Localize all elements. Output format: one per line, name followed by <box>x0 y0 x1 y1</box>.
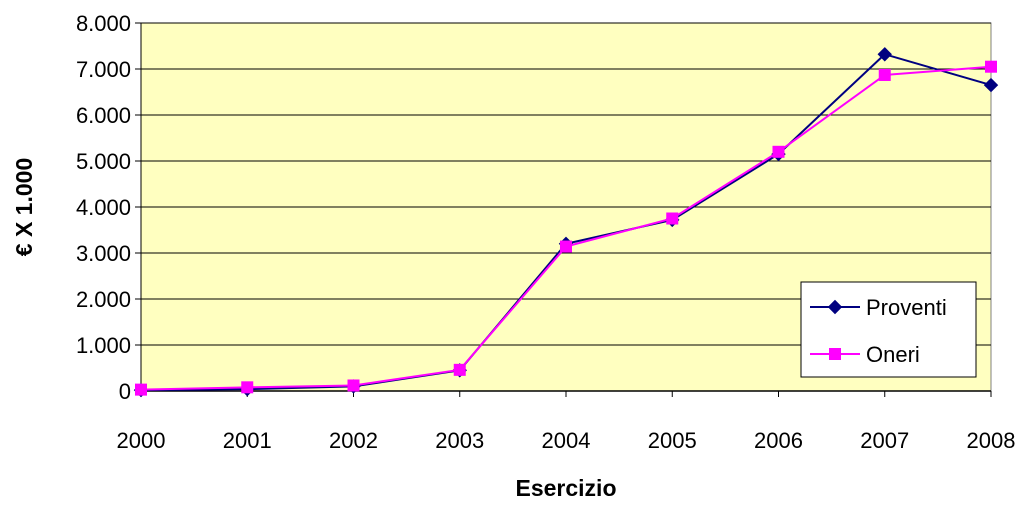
y-tick-label: 2.000 <box>76 287 131 312</box>
x-tick-label: 2003 <box>435 428 484 453</box>
x-axis-ticks: 2000 2001 2002 2003 2004 2005 2006 2007 2008 <box>117 390 1016 453</box>
y-tick-label: 0 <box>119 379 131 404</box>
data-point <box>241 381 254 394</box>
legend-marker <box>829 348 841 360</box>
y-tick-label: 1.000 <box>76 333 131 358</box>
x-tick-label: 2001 <box>223 428 272 453</box>
legend-box <box>800 281 977 378</box>
data-point <box>347 379 360 392</box>
y-tick-label: 8.000 <box>76 11 131 36</box>
y-tick-label: 7.000 <box>76 57 131 82</box>
x-tick-label: 2008 <box>967 428 1016 453</box>
data-point <box>772 145 785 158</box>
data-point <box>983 77 999 93</box>
data-point <box>878 68 891 81</box>
y-tick-label: 5.000 <box>76 149 131 174</box>
x-tick-label: 2002 <box>329 428 378 453</box>
data-point <box>985 60 997 73</box>
data-point <box>135 383 147 396</box>
legend-marker <box>827 299 843 315</box>
data-point <box>453 363 466 376</box>
x-tick-label: 2006 <box>754 428 803 453</box>
legend-label: Oneri <box>866 342 920 367</box>
x-tick-label: 2000 <box>117 428 166 453</box>
data-point <box>560 240 572 253</box>
legend: Proventi Oneri <box>800 281 977 378</box>
series-oneri <box>135 60 997 396</box>
y-axis-ticks: 0 1.000 2.000 3.000 4.000 5.000 6.000 7.000 8.00… <box>76 11 142 404</box>
y-axis-title: € X 1.000 <box>11 158 37 256</box>
y-tick-label: 4.000 <box>76 195 131 220</box>
x-tick-label: 2005 <box>648 428 697 453</box>
x-axis-title: Esercizio <box>516 475 617 501</box>
data-point <box>666 212 679 225</box>
y-tick-label: 3.000 <box>76 241 131 266</box>
data-point <box>877 47 892 62</box>
y-tick-label: 6.000 <box>76 103 131 128</box>
x-tick-label: 2007 <box>860 428 909 453</box>
x-tick-label: 2004 <box>542 428 591 453</box>
series-group <box>133 47 999 398</box>
legend-label: Proventi <box>866 295 947 320</box>
